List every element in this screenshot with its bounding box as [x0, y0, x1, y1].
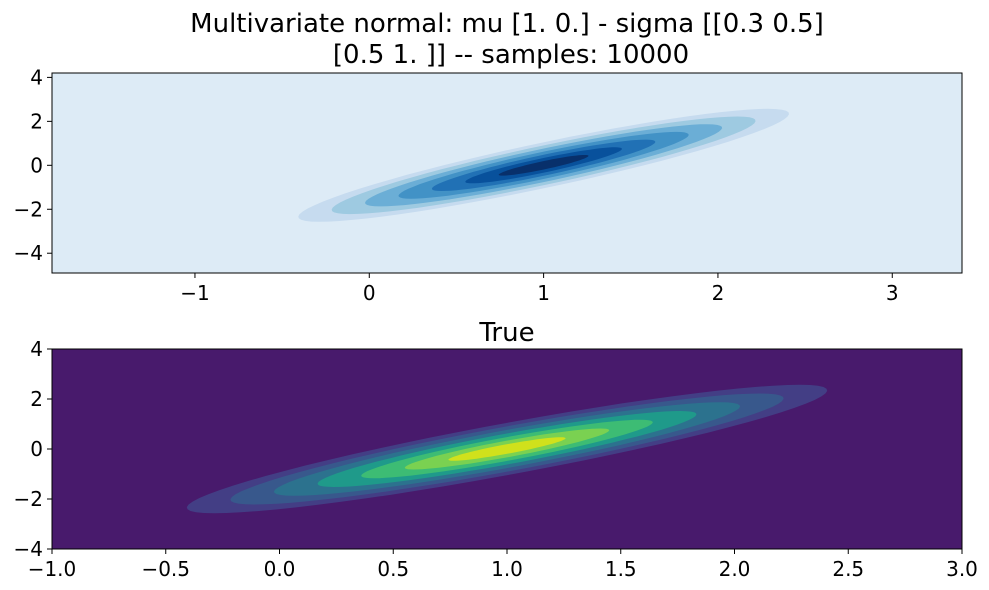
y-tick-label: 0	[30, 437, 43, 461]
bottom-plot: −1.0 −0.5 0.0 0.5 1.0 1.5 2.0 2.5 3.0 4 2 0 −2 −4	[14, 337, 978, 581]
x-tick-label: 1	[537, 281, 550, 305]
x-tick-label: 3	[886, 281, 899, 305]
x-tick-label: 0	[363, 281, 376, 305]
axes-frame	[51, 72, 963, 274]
x-tick-label: 1.0	[491, 557, 523, 581]
x-tick-label: 0.5	[377, 557, 409, 581]
contour-level-7	[448, 437, 566, 461]
x-tick-label: 1.5	[605, 557, 637, 581]
x-tick-label: 2	[712, 281, 725, 305]
x-tick-label: −1	[180, 281, 209, 305]
top-plot: −1 0 1 2 3 4 2 0 −2 −4	[14, 65, 963, 305]
x-tick-label: 2.5	[832, 557, 864, 581]
x-tick-label: 0.0	[264, 557, 296, 581]
y-tick-label: −2	[14, 197, 43, 221]
x-tick-label: 2.0	[719, 557, 751, 581]
figure-suptitle-line1: Multivariate normal: mu [1. 0.] - sigma …	[190, 9, 824, 39]
bottom-chart-title: True	[478, 318, 534, 348]
y-tick-label: 0	[30, 153, 43, 177]
y-tick-label: 2	[30, 387, 43, 411]
y-tick-label: −2	[14, 487, 43, 511]
figure-suptitle-line2: [0.5 1. ]] -- samples: 10000	[333, 40, 689, 70]
y-tick-label: −4	[14, 241, 43, 265]
y-tick-label: 4	[30, 337, 43, 361]
x-tick-label: 3.0	[946, 557, 978, 581]
x-tick-label: −0.5	[141, 557, 190, 581]
y-tick-label: 2	[30, 109, 43, 133]
y-tick-label: −4	[14, 537, 43, 561]
x-tick-label: −1.0	[28, 557, 77, 581]
contour-level-7	[498, 155, 589, 176]
y-tick-label: 4	[30, 65, 43, 89]
